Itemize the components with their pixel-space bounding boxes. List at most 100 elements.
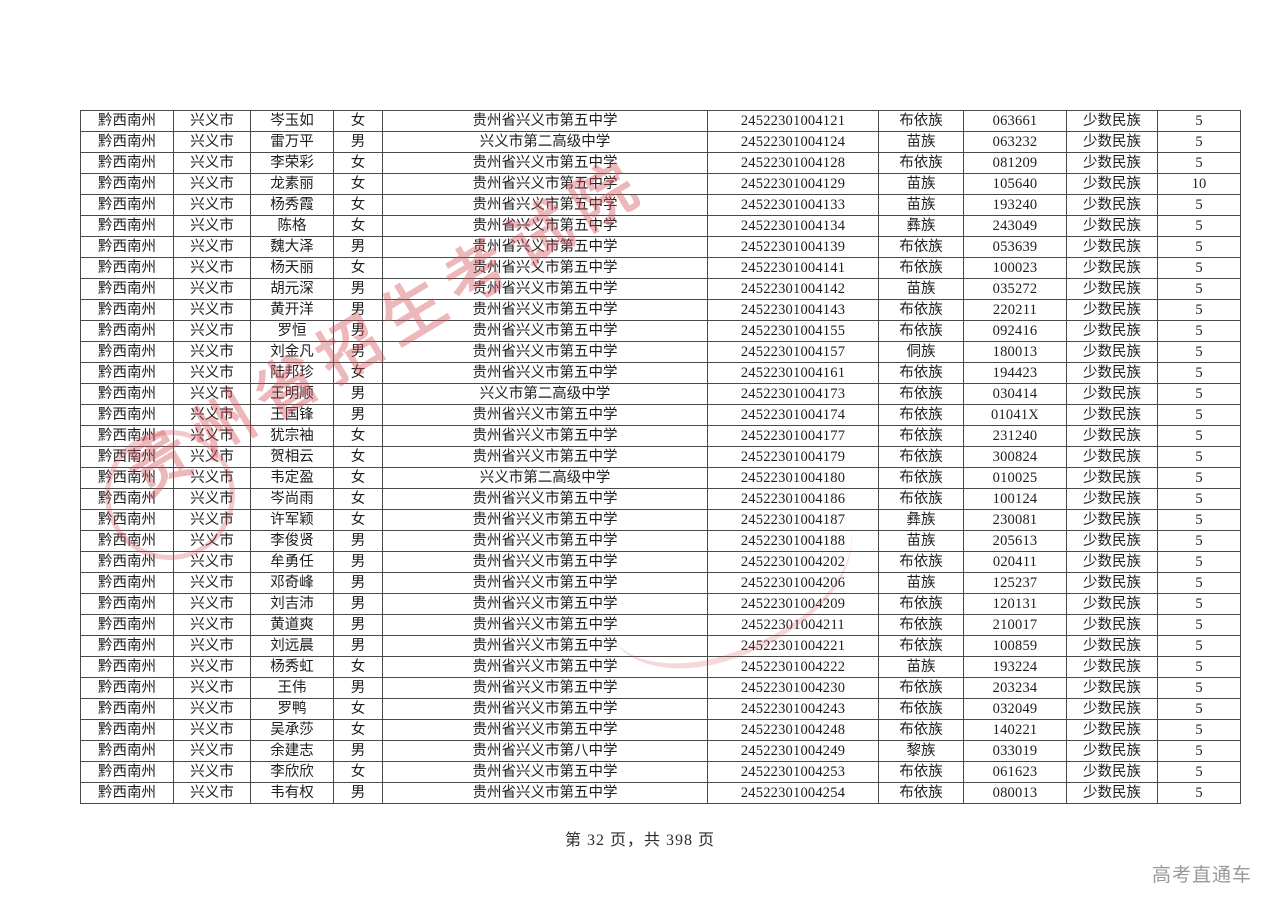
- cell-points: 5: [1157, 719, 1241, 741]
- cell-id-code: 194423: [963, 362, 1067, 384]
- cell-ethnicity: 苗族: [878, 131, 964, 153]
- cell-city: 兴义市: [173, 593, 251, 615]
- cell-category: 少数民族: [1066, 257, 1158, 279]
- table-row: 黔西南州 兴义市 杨天丽女贵州省兴义市第五中学 24522301004141 布依族 10…: [80, 257, 1241, 279]
- cell-category: 少数民族: [1066, 383, 1158, 405]
- cell-id-code: 300824: [963, 446, 1067, 468]
- cell-city: 兴义市: [173, 236, 251, 258]
- cell-school: 贵州省兴义市第五中学: [382, 446, 708, 468]
- cell-city: 兴义市: [173, 341, 251, 363]
- cell-gender: 女: [333, 194, 383, 216]
- cell-city: 兴义市: [173, 215, 251, 237]
- cell-school: 贵州省兴义市第五中学: [382, 194, 708, 216]
- cell-category: 少数民族: [1066, 467, 1158, 489]
- cell-region: 黔西南州: [80, 635, 174, 657]
- cell-ethnicity: 布依族: [878, 152, 964, 174]
- cell-ethnicity: 苗族: [878, 173, 964, 195]
- cell-region: 黔西南州: [80, 383, 174, 405]
- table-row: 黔西南州 兴义市 黄开洋男贵州省兴义市第五中学 24522301004143 布依族 22…: [80, 299, 1241, 321]
- cell-region: 黔西南州: [80, 236, 174, 258]
- cell-id-code: 105640: [963, 173, 1067, 195]
- cell-school: 贵州省兴义市第五中学: [382, 677, 708, 699]
- cell-name: 王伟: [250, 677, 334, 699]
- cell-points: 5: [1157, 320, 1241, 342]
- cell-gender: 男: [333, 782, 383, 804]
- cell-exam-number: 24522301004141: [707, 257, 879, 279]
- cell-exam-number: 24522301004161: [707, 362, 879, 384]
- table-row: 黔西南州 兴义市 邓奇峰男贵州省兴义市第五中学 24522301004206 苗族 125…: [80, 572, 1241, 594]
- cell-gender: 女: [333, 761, 383, 783]
- cell-exam-number: 24522301004222: [707, 656, 879, 678]
- cell-ethnicity: 彝族: [878, 509, 964, 531]
- cell-exam-number: 24522301004187: [707, 509, 879, 531]
- cell-category: 少数民族: [1066, 446, 1158, 468]
- cell-school: 贵州省兴义市第五中学: [382, 488, 708, 510]
- cell-category: 少数民族: [1066, 719, 1158, 741]
- cell-category: 少数民族: [1066, 572, 1158, 594]
- cell-gender: 男: [333, 593, 383, 615]
- cell-points: 5: [1157, 362, 1241, 384]
- cell-city: 兴义市: [173, 467, 251, 489]
- cell-category: 少数民族: [1066, 593, 1158, 615]
- cell-name: 雷万平: [250, 131, 334, 153]
- cell-school: 贵州省兴义市第五中学: [382, 425, 708, 447]
- cell-points: 5: [1157, 656, 1241, 678]
- cell-ethnicity: 布依族: [878, 362, 964, 384]
- cell-gender: 女: [333, 362, 383, 384]
- cell-gender: 女: [333, 110, 383, 132]
- cell-region: 黔西南州: [80, 299, 174, 321]
- cell-gender: 女: [333, 257, 383, 279]
- cell-name: 杨秀霞: [250, 194, 334, 216]
- cell-school: 贵州省兴义市第五中学: [382, 761, 708, 783]
- cell-school: 贵州省兴义市第五中学: [382, 530, 708, 552]
- cell-region: 黔西南州: [80, 425, 174, 447]
- table-row: 黔西南州 兴义市 罗鸭女贵州省兴义市第五中学 24522301004243 布依族 032…: [80, 698, 1241, 720]
- cell-school: 贵州省兴义市第五中学: [382, 509, 708, 531]
- cell-exam-number: 24522301004243: [707, 698, 879, 720]
- cell-city: 兴义市: [173, 278, 251, 300]
- cell-id-code: 061623: [963, 761, 1067, 783]
- cell-category: 少数民族: [1066, 551, 1158, 573]
- cell-name: 余建志: [250, 740, 334, 762]
- cell-gender: 男: [333, 677, 383, 699]
- cell-exam-number: 24522301004209: [707, 593, 879, 615]
- table-row: 黔西南州 兴义市 牟勇任男贵州省兴义市第五中学 24522301004202 布依族 02…: [80, 551, 1241, 573]
- cell-ethnicity: 布依族: [878, 761, 964, 783]
- cell-name: 陆邦珍: [250, 362, 334, 384]
- cell-ethnicity: 布依族: [878, 425, 964, 447]
- cell-category: 少数民族: [1066, 425, 1158, 447]
- cell-gender: 男: [333, 236, 383, 258]
- cell-ethnicity: 布依族: [878, 698, 964, 720]
- cell-id-code: 243049: [963, 215, 1067, 237]
- table-row: 黔西南州 兴义市 贺相云女贵州省兴义市第五中学 24522301004179 布依族 30…: [80, 446, 1241, 468]
- cell-ethnicity: 苗族: [878, 572, 964, 594]
- cell-name: 李欣欣: [250, 761, 334, 783]
- cell-ethnicity: 苗族: [878, 656, 964, 678]
- cell-city: 兴义市: [173, 761, 251, 783]
- cell-exam-number: 24522301004230: [707, 677, 879, 699]
- cell-gender: 女: [333, 215, 383, 237]
- table-row: 黔西南州 兴义市 余建志男贵州省兴义市第八中学 24522301004249 黎族 033…: [80, 740, 1241, 762]
- cell-school: 兴义市第二高级中学: [382, 467, 708, 489]
- table-row: 黔西南州 兴义市 刘吉沛男贵州省兴义市第五中学 24522301004209 布依族 12…: [80, 593, 1241, 615]
- cell-category: 少数民族: [1066, 782, 1158, 804]
- cell-exam-number: 24522301004134: [707, 215, 879, 237]
- cell-category: 少数民族: [1066, 635, 1158, 657]
- cell-ethnicity: 布依族: [878, 677, 964, 699]
- table-row: 黔西南州 兴义市 李俊贤男贵州省兴义市第五中学 24522301004188 苗族 205…: [80, 530, 1241, 552]
- cell-region: 黔西南州: [80, 698, 174, 720]
- cell-city: 兴义市: [173, 551, 251, 573]
- cell-school: 贵州省兴义市第五中学: [382, 257, 708, 279]
- cell-id-code: 030414: [963, 383, 1067, 405]
- cell-points: 5: [1157, 257, 1241, 279]
- cell-name: 岑玉如: [250, 110, 334, 132]
- cell-city: 兴义市: [173, 299, 251, 321]
- cell-ethnicity: 布依族: [878, 551, 964, 573]
- cell-school: 贵州省兴义市第五中学: [382, 152, 708, 174]
- cell-ethnicity: 布依族: [878, 383, 964, 405]
- table-row: 黔西南州 兴义市 韦有权男贵州省兴义市第五中学 24522301004254 布依族 08…: [80, 782, 1241, 804]
- cell-exam-number: 24522301004188: [707, 530, 879, 552]
- cell-ethnicity: 苗族: [878, 530, 964, 552]
- cell-points: 5: [1157, 236, 1241, 258]
- cell-ethnicity: 布依族: [878, 299, 964, 321]
